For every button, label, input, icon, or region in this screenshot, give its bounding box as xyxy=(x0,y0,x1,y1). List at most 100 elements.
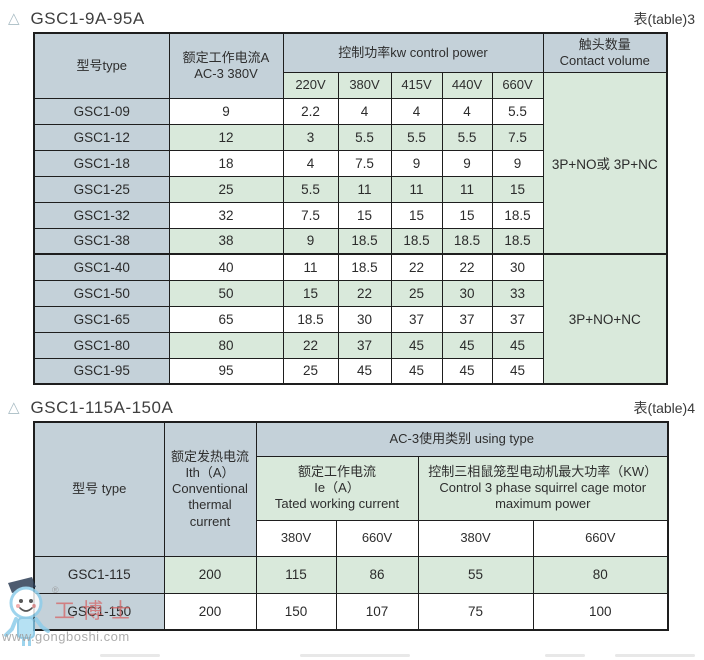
header-thermal-line3: Conventional xyxy=(172,481,248,497)
cell-value: 100 xyxy=(532,592,669,631)
header-ie-line2: Ie（A） xyxy=(314,479,360,495)
cell-power: 18.5 xyxy=(337,253,392,281)
header-working-current: 额定工作电流 Ie（A） Tated working current xyxy=(255,455,419,521)
cell-value: 107 xyxy=(335,592,419,631)
cell-current: 40 xyxy=(168,253,284,281)
header-thermal-current: 额定发热电流 Ith（A） Conventional thermal curre… xyxy=(163,421,257,557)
cell-model: GSC1-09 xyxy=(33,97,170,125)
header-thermal-line2: Ith（A） xyxy=(185,464,235,480)
header-contact-line2: Contact volume xyxy=(559,52,650,68)
cell-power: 18.5 xyxy=(337,227,392,255)
cell-power: 37 xyxy=(337,331,392,359)
cell-model: GSC1-32 xyxy=(33,201,170,229)
scan-artifact xyxy=(100,654,160,657)
cell-power: 45 xyxy=(390,331,443,359)
cell-power: 18.5 xyxy=(390,227,443,255)
cell-value: 55 xyxy=(417,555,534,594)
cell-power: 4 xyxy=(441,97,493,125)
cell-power: 37 xyxy=(441,305,493,333)
header-thermal-line5: current xyxy=(189,513,231,529)
header-model: 型号type xyxy=(33,32,170,99)
cell-current: 32 xyxy=(168,201,284,229)
triangle-marker-icon: △ xyxy=(8,399,20,416)
header-contact-line1: 触头数量 xyxy=(578,36,631,52)
cell-power: 5.5 xyxy=(337,123,392,151)
cell-power: 9 xyxy=(390,149,443,177)
table-row: GSC1-150 200 150 107 75 100 xyxy=(33,592,669,631)
cell-model: GSC1-50 xyxy=(33,279,170,307)
header-voltage-660v: 660V xyxy=(335,519,419,557)
cell-power: 45 xyxy=(390,357,443,385)
cell-power: 45 xyxy=(337,357,392,385)
cell-power: 7.5 xyxy=(491,123,544,151)
header-control-power: 控制功率kw control power xyxy=(282,32,544,73)
cell-power: 37 xyxy=(390,305,443,333)
cell-power: 11 xyxy=(282,253,339,281)
header-thermal-line4: thermal xyxy=(188,497,232,513)
cell-power: 5.5 xyxy=(441,123,493,151)
cell-model: GSC1-40 xyxy=(33,253,170,281)
cell-model: GSC1-150 xyxy=(33,592,165,631)
cell-power: 3 xyxy=(282,123,339,151)
header-voltage-660v: 660V xyxy=(491,71,544,99)
header-voltage-415v: 415V xyxy=(390,71,443,99)
spec-table-4: 型号 type 额定发热电流 Ith（A） Conventional therm… xyxy=(33,421,669,631)
cell-power: 11 xyxy=(337,175,392,203)
table-header-row: 型号 type 额定发热电流 Ith（A） Conventional therm… xyxy=(33,421,669,557)
cell-value: 80 xyxy=(532,555,669,594)
cell-power: 30 xyxy=(337,305,392,333)
cell-value: 115 xyxy=(255,555,337,594)
header-kw-line1: 控制三相鼠笼型电动机最大功率（KW） xyxy=(428,463,658,479)
header-model: 型号 type xyxy=(33,421,165,557)
cell-power: 18.5 xyxy=(491,201,544,229)
cell-power: 22 xyxy=(441,253,493,281)
triangle-marker-icon: △ xyxy=(8,10,20,27)
cell-model: GSC1-65 xyxy=(33,305,170,333)
table-caption: 表(table)3 xyxy=(633,10,695,27)
cell-power: 22 xyxy=(282,331,339,359)
cell-ith: 200 xyxy=(163,592,257,631)
cell-model: GSC1-115 xyxy=(33,555,165,594)
cell-power: 30 xyxy=(441,279,493,307)
cell-power: 18.5 xyxy=(441,227,493,255)
header-ie-line3: Tated working current xyxy=(274,496,400,512)
header-ie-line1: 额定工作电流 xyxy=(297,463,376,479)
scan-artifact xyxy=(615,654,695,657)
cell-power: 7.5 xyxy=(282,201,339,229)
header-ac3-using-type: AC-3使用类别 using type xyxy=(255,421,669,457)
cell-power: 15 xyxy=(491,175,544,203)
section-2-header: △ GSC1-115A-150A 表(table)4 xyxy=(0,394,704,421)
header-voltage-440v: 440V xyxy=(441,71,493,99)
table-row: GSC1-18 18 4 7.5 9 9 9 xyxy=(33,149,667,177)
watermark-url: www.gongboshi.com xyxy=(2,629,130,644)
table-row: GSC1-40 40 11 18.5 22 22 30 3P+NO+NC xyxy=(33,253,668,385)
cell-power: 15 xyxy=(282,279,339,307)
cell-current: 9 xyxy=(168,97,284,125)
cell-model: GSC1-38 xyxy=(33,227,170,255)
cell-power: 18.5 xyxy=(491,227,544,255)
table-row: GSC1-80 80 22 37 45 45 45 xyxy=(33,331,667,359)
cell-current: 38 xyxy=(168,227,284,255)
table-row: GSC1-65 65 18.5 30 37 37 37 xyxy=(33,305,667,333)
header-voltage-380v: 380V xyxy=(255,519,337,557)
cell-power: 15 xyxy=(441,201,493,229)
contact-group-1: 3P+NO或 3P+NC xyxy=(542,71,668,255)
cell-power: 45 xyxy=(441,357,493,385)
cell-model: GSC1-18 xyxy=(33,149,170,177)
cell-power: 4 xyxy=(337,97,392,125)
cell-power: 9 xyxy=(282,227,339,255)
section-title: GSC1-9A-95A xyxy=(30,8,145,28)
cell-power: 15 xyxy=(337,201,392,229)
table-row: GSC1-50 50 15 22 25 30 33 xyxy=(33,279,667,307)
header-voltage-220v: 220V xyxy=(282,71,339,99)
cell-ith: 200 xyxy=(163,555,257,594)
cell-value: 150 xyxy=(255,592,337,631)
table-row: GSC1-95 95 25 45 45 45 45 xyxy=(33,357,667,385)
header-voltage-380v: 380V xyxy=(417,519,534,557)
contact-group-2: 3P+NO+NC xyxy=(542,253,668,385)
table-caption: 表(table)4 xyxy=(633,399,695,416)
cell-power: 30 xyxy=(491,253,544,281)
cell-power: 9 xyxy=(441,149,493,177)
cell-power: 4 xyxy=(282,149,339,177)
scan-artifact xyxy=(545,654,585,657)
